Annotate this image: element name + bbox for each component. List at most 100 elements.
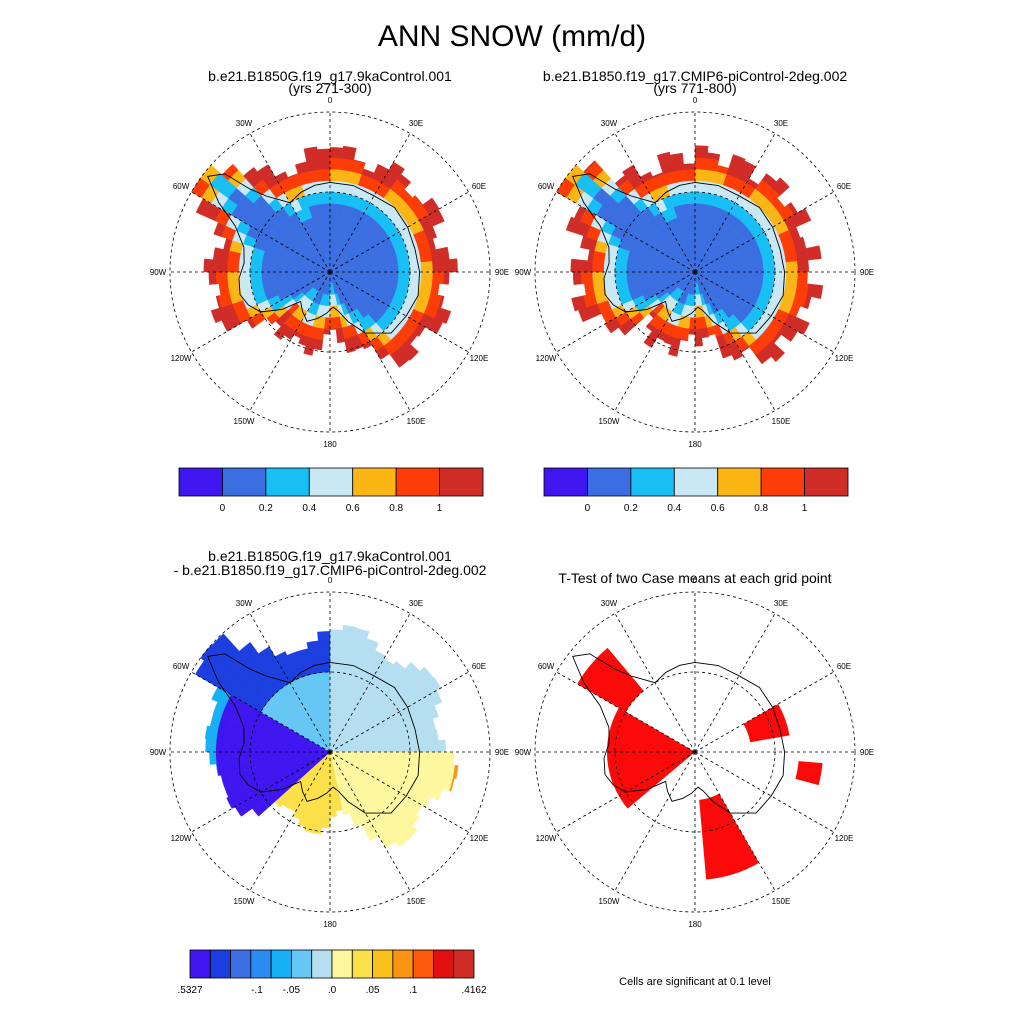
- panel3-cell: [306, 640, 320, 652]
- panel1-cell: [397, 271, 411, 281]
- panel1-cell: [306, 158, 320, 172]
- panel2-lon-label: 150W: [599, 417, 620, 426]
- colorbar-panel3-swatch: [230, 949, 252, 979]
- panel2-lon-label: 60W: [538, 182, 555, 191]
- panel3-cell: [211, 633, 231, 653]
- panel1-cell: [430, 248, 444, 262]
- panel3-cell: [226, 751, 240, 763]
- panel2-cell: [803, 295, 812, 309]
- panel2-cell: [785, 271, 799, 283]
- panel1-cell: [249, 271, 263, 281]
- panel3-cell: [420, 751, 434, 763]
- panel2-cell: [762, 263, 776, 273]
- panel2-lon-label: 30W: [601, 119, 618, 128]
- panel4-lon-label: 180: [688, 920, 702, 929]
- panel1-field: [191, 145, 458, 368]
- panel3-meridian: [329, 751, 411, 891]
- panel3-coastline: [207, 653, 421, 814]
- panel2-cell: [683, 163, 696, 170]
- panel4-sig-region: [577, 647, 644, 712]
- panel3-cell: [329, 648, 341, 662]
- panel2-cell: [591, 261, 605, 273]
- panel2-grid: 0 30E 60E 90E 120E 150E 180 150W 120W 90W 60W 30W: [515, 96, 874, 449]
- panel3-cell: [321, 671, 331, 685]
- colorbar-panel1-label: 0.6: [346, 503, 360, 514]
- panel2-meridian: [556, 191, 696, 273]
- panel3-parallel: [249, 671, 411, 833]
- panel2-cell: [688, 214, 696, 227]
- panel1-lon-label: 30W: [236, 119, 253, 128]
- panel3-cell: [317, 637, 331, 650]
- panel4-coastline: [572, 653, 786, 814]
- panel1-cell: [215, 295, 222, 309]
- panel2-cell: [803, 208, 812, 222]
- panel1-cell: [323, 328, 331, 335]
- panel1-cell: [208, 271, 217, 285]
- panel4-lon-label: 0: [693, 576, 698, 585]
- panel1-cell: [428, 318, 443, 334]
- panel3-cell: [209, 751, 217, 765]
- panel1-cell: [419, 250, 433, 263]
- panel4-lon-label: 150W: [599, 897, 620, 906]
- panel2-cell: [673, 169, 686, 183]
- colorbar-panel2-label: 0: [585, 503, 591, 514]
- panel1-cell: [322, 203, 331, 216]
- panel1-cell: [256, 164, 274, 180]
- panel2-cell: [706, 152, 721, 161]
- panel3-lon-label: 180: [323, 920, 337, 929]
- panel2-cell: [719, 344, 733, 359]
- panel2-cell: [778, 177, 790, 189]
- panel1-cell: [423, 226, 437, 241]
- colorbar-panel3-swatch: [372, 949, 394, 979]
- panel4-meridian: [614, 751, 696, 891]
- panel3-title-line1: b.e21.B1850G.f19_g17.9kaControl.001: [208, 548, 452, 564]
- panel1-cell: [321, 191, 331, 205]
- panel1-title-line2: (yrs 271-300): [288, 80, 372, 96]
- panel2-cell: [584, 282, 595, 296]
- panel2-boundary: [534, 111, 856, 433]
- panel2-lon-label: 90W: [515, 268, 532, 277]
- panel3-cell: [406, 828, 418, 840]
- colorbar-panel3-swatch: [453, 949, 475, 979]
- panel2-cell: [694, 191, 704, 205]
- panel2-title-line1: b.e21.B1850.f19_g17.CMIP6-piControl-2deg…: [542, 68, 848, 84]
- colorbar-panel1-swatch: [439, 467, 484, 497]
- panel1-cell: [342, 145, 357, 150]
- colorbar-panel3-swatch: [351, 949, 373, 979]
- colorbar-panel2-swatch: [760, 467, 805, 497]
- panel2-cell: [572, 271, 582, 285]
- panel3-cell: [432, 739, 445, 753]
- panel2-cell: [656, 151, 672, 164]
- panel1-cell: [210, 307, 226, 324]
- panel3-lon-label: 0: [328, 576, 333, 585]
- panel2-cell: [694, 328, 703, 341]
- panel3-cell: [432, 751, 445, 765]
- panel3-cell: [319, 648, 331, 662]
- colorbar-panel1: 0 0.2 0.4 0.6 0.8 1: [178, 467, 484, 514]
- colorbar-panel3-label: -.05: [283, 985, 301, 996]
- colorbar-panel2-swatch: [717, 467, 762, 497]
- panel3-lon-label: 150W: [234, 897, 255, 906]
- panel1-cell: [273, 331, 284, 341]
- colorbar-panel2-swatch: [587, 467, 632, 497]
- colorbar-panel3-swatch: [433, 949, 455, 979]
- significance-footnote: Cells are significant at 0.1 level: [619, 976, 771, 988]
- panel2-cell: [688, 328, 696, 335]
- panel2-cell: [639, 171, 654, 184]
- panel1-cell: [272, 271, 285, 279]
- panel1-cell: [420, 271, 434, 283]
- panel1-cell: [432, 259, 445, 273]
- panel2-cell: [730, 154, 746, 168]
- panel1-cell: [406, 348, 419, 361]
- panel3-lon-label: 90E: [495, 748, 509, 757]
- panel2-parallel: [614, 191, 776, 353]
- panel2-cell: [622, 164, 639, 180]
- panel3-cell: [297, 814, 310, 828]
- panel2-cell: [591, 271, 605, 283]
- panel3-cell: [215, 739, 228, 753]
- panel1-lon-label: 90W: [150, 268, 167, 277]
- panel3-field: [195, 624, 459, 849]
- panel3-grid: 0 30E 60E 90E 120E 150E 180 150W 120W 90W 60W 30W: [150, 576, 509, 929]
- colorbar-panel3-swatch: [270, 949, 292, 979]
